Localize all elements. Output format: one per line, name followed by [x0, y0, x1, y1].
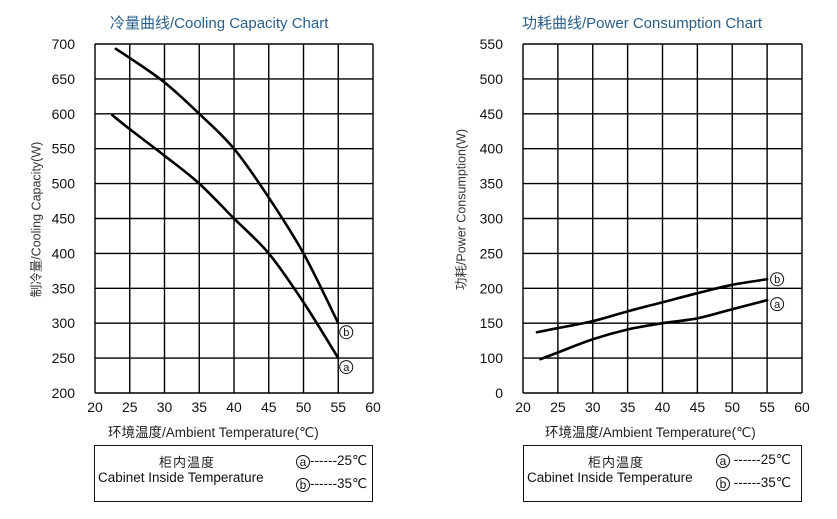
legend-entry-a: a ------25℃ — [296, 453, 367, 469]
series-a-marker-icon — [339, 360, 354, 375]
y-tick-label: 650 — [52, 71, 76, 87]
y-tick-label: 0 — [495, 385, 503, 401]
y-tick-label: 450 — [480, 106, 504, 122]
x-tick-label: 55 — [330, 399, 346, 415]
series-b-marker-label: b — [343, 327, 349, 339]
marker-b-icon: b — [296, 478, 310, 492]
series-a-marker-label: a — [343, 362, 350, 374]
legend-entry-b-text: ------35℃ — [310, 476, 368, 491]
x-tick-label: 20 — [87, 399, 103, 415]
cooling-legend: 柜内温度 Cabinet Inside Temperature a ------2… — [94, 445, 373, 502]
x-tick-label: 45 — [690, 399, 706, 415]
series-a-marker-icon — [770, 297, 785, 312]
x-tick-label: 60 — [794, 399, 810, 415]
x-tick-label: 50 — [296, 399, 312, 415]
series-curve-b — [535, 277, 769, 334]
y-tick-label: 150 — [480, 315, 504, 331]
cooling-y-axis-label: 制冷量/Cooling Capacity(W) — [29, 141, 44, 298]
y-tick-label: 300 — [52, 315, 76, 331]
series-curve-b — [114, 47, 340, 325]
legend-entry-b: b ------35℃ — [716, 475, 791, 491]
x-tick-label: 30 — [585, 399, 601, 415]
x-tick-label: 55 — [759, 399, 775, 415]
legend-label-chinese: 柜内温度 — [159, 455, 216, 470]
x-tick-label: 40 — [226, 399, 242, 415]
power-legend: 柜内温度 Cabinet Inside Temperature a ------… — [523, 445, 802, 502]
y-tick-label: 550 — [52, 141, 76, 157]
y-tick-label: 450 — [52, 211, 76, 227]
y-tick-label: 400 — [480, 141, 504, 157]
series-curve-a — [539, 298, 769, 361]
cooling-x-axis-label: 环境温度/Ambient Temperature(℃) — [108, 425, 319, 440]
y-tick-label: 250 — [480, 245, 504, 261]
x-tick-label: 25 — [550, 399, 566, 415]
y-tick-label: 500 — [52, 176, 76, 192]
y-tick-label: 600 — [52, 106, 76, 122]
y-tick-label: 350 — [480, 176, 504, 192]
legend-label-english: Cabinet Inside Temperature — [527, 470, 693, 485]
legend-entry-a: a ------25℃ — [716, 452, 791, 468]
y-tick-label: 350 — [52, 280, 76, 296]
x-tick-label: 50 — [724, 399, 740, 415]
series-b-marker-label: b — [774, 274, 780, 286]
y-tick-label: 500 — [480, 71, 504, 87]
x-tick-label: 35 — [191, 399, 207, 415]
x-tick-label: 30 — [157, 399, 173, 415]
x-tick-label: 40 — [655, 399, 671, 415]
series-curve-a — [111, 113, 340, 360]
x-tick-label: 25 — [122, 399, 138, 415]
y-tick-label: 550 — [480, 36, 504, 52]
y-tick-label: 700 — [52, 36, 76, 52]
x-tick-label: 35 — [620, 399, 636, 415]
legend-label-english: Cabinet Inside Temperature — [98, 470, 264, 485]
series-b-marker-icon — [339, 325, 354, 340]
legend-entry-b-text: ------35℃ — [730, 475, 791, 490]
marker-a-icon: a — [296, 455, 310, 469]
cooling-capacity-plot: 200 250 300 350 400 450 500 550 600 650 700 20 25 30 3… — [52, 36, 381, 415]
y-tick-label: 300 — [480, 211, 504, 227]
power-chart-title: 功耗曲线/Power Consumption Chart — [522, 15, 763, 32]
legend-entry-b: b ------35℃ — [296, 476, 367, 492]
power-x-axis-label: 环境温度/Ambient Temperature(℃) — [545, 425, 756, 440]
legend-entry-a-text: ------25℃ — [730, 452, 791, 467]
series-b-marker-icon — [770, 272, 785, 287]
legend-label-chinese: 柜内温度 — [588, 455, 645, 470]
x-tick-label: 20 — [515, 399, 531, 415]
y-tick-label: 250 — [52, 350, 76, 366]
legend-entry-a-text: ------25℃ — [310, 453, 368, 468]
marker-b-icon: b — [716, 477, 730, 491]
y-tick-label: 200 — [480, 280, 504, 296]
y-tick-label: 400 — [52, 245, 76, 261]
x-tick-label: 45 — [261, 399, 277, 415]
y-tick-label: 100 — [480, 350, 504, 366]
x-tick-label: 60 — [365, 399, 381, 415]
y-tick-label: 200 — [52, 385, 76, 401]
cooling-chart-title: 冷量曲线/Cooling Capacity Chart — [110, 15, 329, 32]
power-consumption-plot: 0 100 150 200 250 300 350 400 450 500 550 20 25 30 35 4… — [480, 36, 810, 415]
series-a-marker-label: a — [774, 299, 781, 311]
power-y-axis-label: 功耗/Power Consumption(W) — [454, 128, 469, 291]
marker-a-icon: a — [716, 454, 730, 468]
